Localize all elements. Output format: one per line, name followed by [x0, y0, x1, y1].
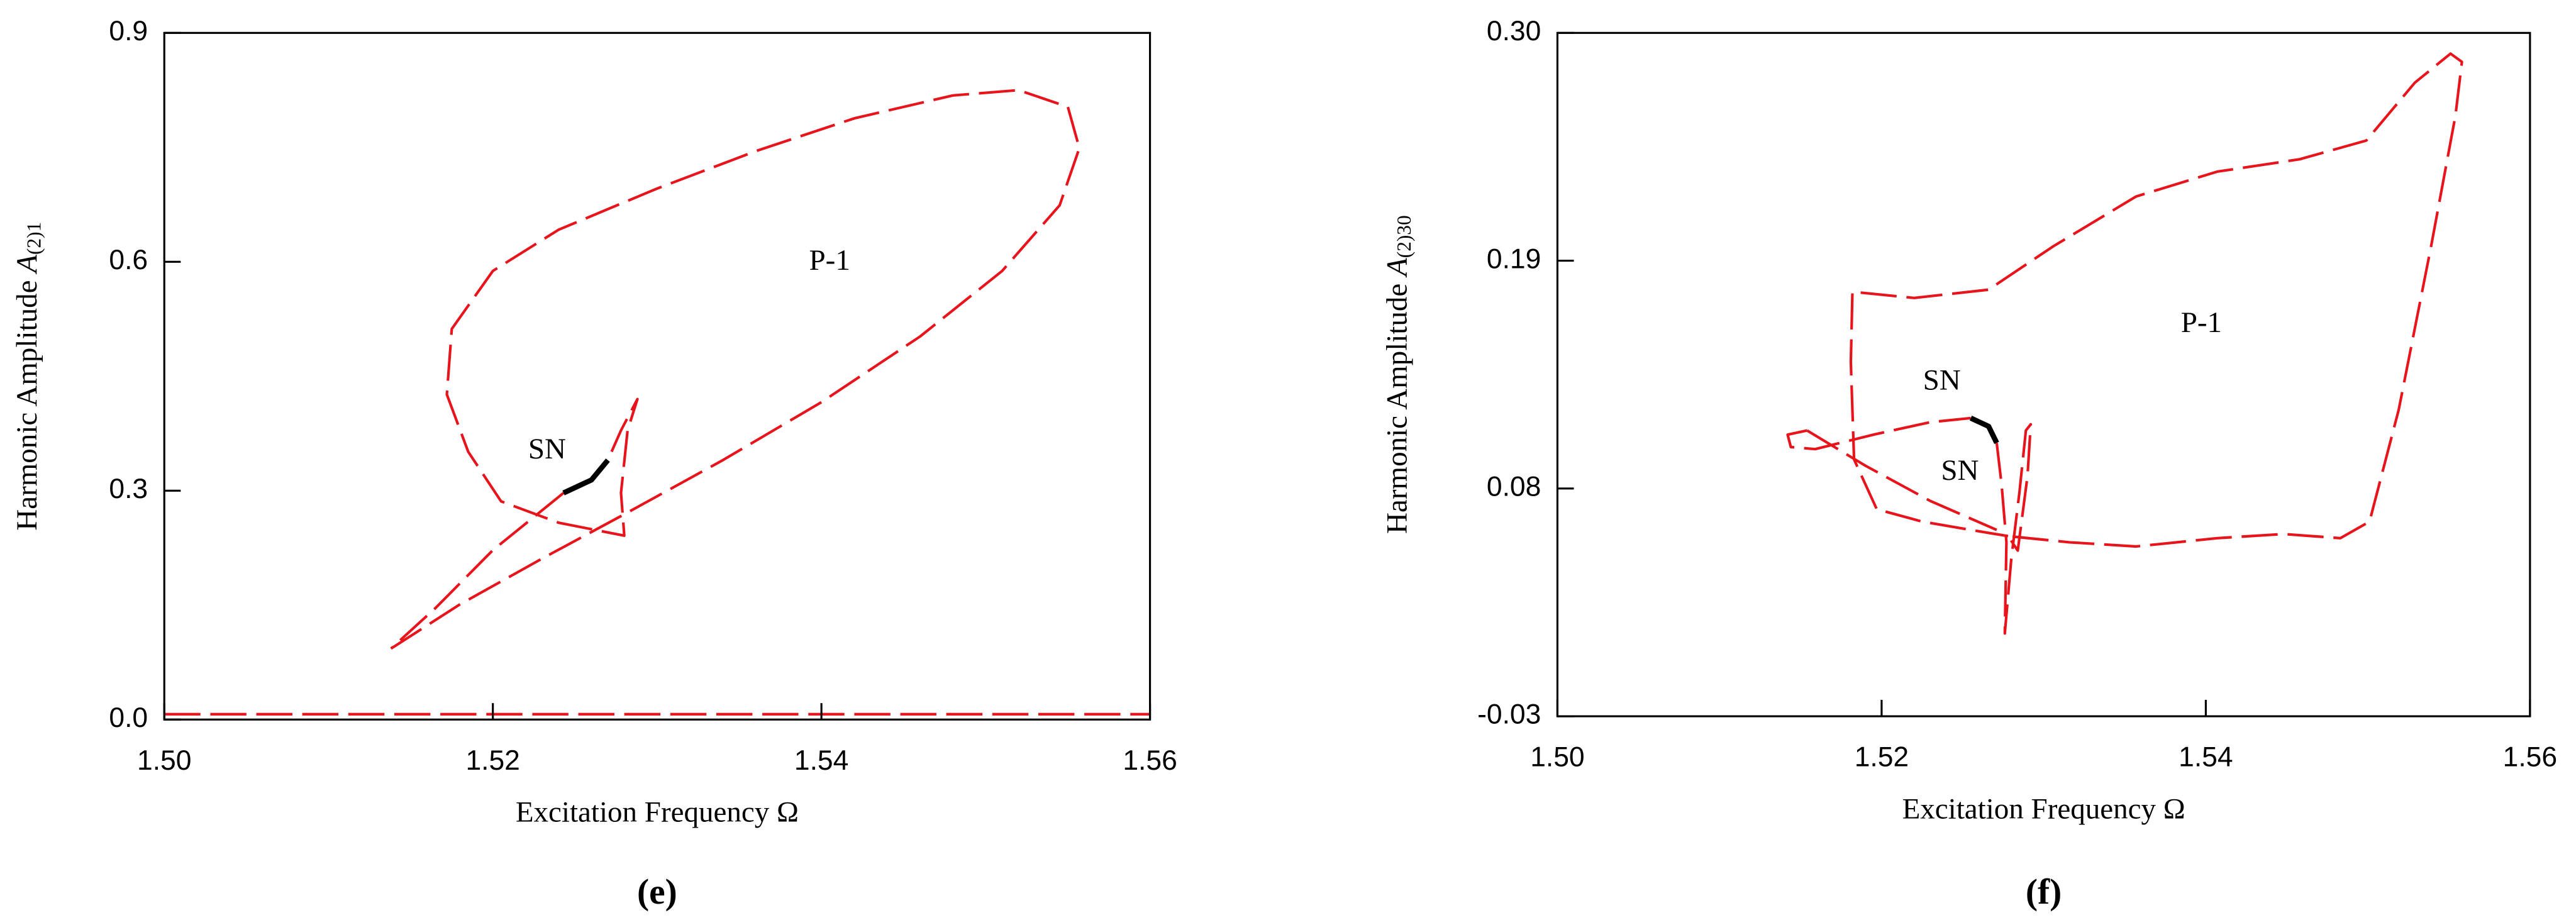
x-axis-label: Excitation Frequency Ω: [1902, 792, 2185, 825]
annotation: SN: [1923, 364, 1961, 397]
data-line: [1969, 416, 1999, 445]
y-tick-label: 0.08: [1487, 472, 1541, 502]
y-axis-label-text: Harmonic Amplitude: [1380, 276, 1413, 534]
y-tick-label: 0.6: [109, 245, 148, 275]
plot-area: [1786, 52, 2463, 635]
y-axis-label-subscript: (2)30: [1393, 215, 1415, 258]
x-tick-label: 1.56: [1123, 745, 1177, 776]
y-tick-label: 0.9: [109, 16, 148, 47]
annotation: SN: [528, 433, 566, 465]
y-axis-label-text: Harmonic Amplitude: [11, 273, 43, 531]
annotation: P-1: [809, 244, 850, 277]
x-tick-label: 1.52: [1855, 742, 1909, 773]
data-line: [1786, 52, 2463, 635]
x-tick-label: 1.56: [2503, 742, 2557, 773]
y-tick-label: 0.19: [1487, 243, 1541, 274]
x-tick-label: 1.50: [1530, 742, 1584, 773]
annotation: P-1: [2181, 306, 2222, 339]
x-tick-label: 1.54: [2179, 742, 2233, 773]
panel-label: (e): [637, 872, 677, 912]
y-axis-label-symbol: A: [11, 255, 43, 275]
data-line: [390, 89, 1081, 650]
y-tick-label: -0.03: [1477, 699, 1541, 730]
plot-area: [164, 89, 1150, 716]
y-axis-label-subscript: (2)1: [23, 222, 45, 255]
x-tick-label: 1.52: [465, 745, 519, 776]
data-line: [562, 458, 610, 496]
x-tick-label: 1.54: [794, 745, 848, 776]
plot-frame: [1556, 31, 2531, 718]
y-tick-label: 0.3: [109, 474, 148, 504]
y-axis-label: Harmonic Amplitude A(2)30: [1380, 215, 1415, 534]
y-tick-label: 0.0: [109, 702, 148, 733]
y-axis-label: Harmonic Amplitude A(2)1: [11, 222, 45, 531]
y-axis-label-symbol: A: [1380, 258, 1413, 278]
y-tick-label: 0.30: [1487, 16, 1541, 47]
x-axis-label: Excitation Frequency Ω: [516, 796, 799, 829]
chart-panel: 1.50 1.52 1.54 1.56 -0.03 0.08 0.19 0.30 Excitat…: [1380, 16, 2557, 912]
chart-panel: 1.50 1.52 1.54 1.56 0.0 0.3 0.6 0.9 Excitation F…: [11, 16, 1177, 912]
annotation: SN: [1941, 454, 1979, 487]
panel-label: (f): [2026, 872, 2062, 912]
plot-frame: [163, 31, 1152, 721]
x-tick-label: 1.50: [137, 745, 191, 776]
